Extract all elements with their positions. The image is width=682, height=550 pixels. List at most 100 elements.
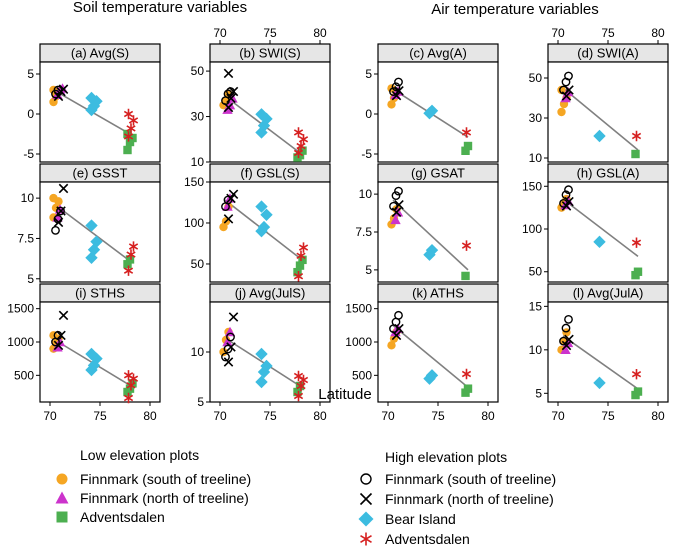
legend-high-marker-0 xyxy=(360,473,372,485)
point-high-adv xyxy=(631,130,642,142)
x-tick-label: 70 xyxy=(43,409,57,423)
point-high-south xyxy=(56,206,65,216)
y-tick-label: 30 xyxy=(191,110,205,124)
point-high-adv xyxy=(293,370,304,382)
point-high-north xyxy=(223,68,234,79)
panel-9: (i) STHS 500 1000 1500 70 75 80 xyxy=(7,283,161,423)
plot-area xyxy=(377,181,499,283)
y-tick-label: 1000 xyxy=(7,335,34,349)
point-high-north xyxy=(564,196,574,207)
y-tick-label: 10 xyxy=(529,343,543,357)
point-bear xyxy=(255,108,268,121)
point-high-south xyxy=(564,314,573,324)
legend-low-marker-1 xyxy=(55,491,69,504)
point-low-adv xyxy=(461,146,470,155)
x-tick-label-top: 70 xyxy=(213,26,227,40)
point-high-adv xyxy=(461,368,472,380)
legend-low-title: Low elevation plots xyxy=(80,447,199,463)
point-high-adv xyxy=(128,241,139,252)
point-bear xyxy=(255,347,268,361)
y-tick-label: 30 xyxy=(529,111,543,125)
legend-high-label-2: Bear Island xyxy=(385,511,456,527)
point-high-adv xyxy=(293,271,304,282)
point-low-north xyxy=(222,201,233,211)
y-tick-label: 7.5 xyxy=(17,231,34,245)
panel-6: (f) GSL(S) 50 100 150 xyxy=(184,163,331,283)
point-low-north xyxy=(560,344,571,355)
point-high-north xyxy=(56,330,66,341)
point-high-north xyxy=(58,183,69,194)
point-high-adv xyxy=(123,370,134,381)
point-high-adv xyxy=(123,131,134,142)
y-tick-label: 5 xyxy=(27,67,34,81)
x-axis-label: Latitude xyxy=(318,386,371,403)
point-bear xyxy=(257,220,271,234)
y-tick-label: 5 xyxy=(27,272,34,286)
panel-11: (k) ATHS 500 1000 1500 70 75 80 xyxy=(345,283,499,423)
panel-title: (a) Avg(S) xyxy=(71,46,129,61)
point-bear xyxy=(593,129,606,143)
point-high-north xyxy=(58,310,69,321)
legend-low-label-2: Adventsdalen xyxy=(80,509,165,525)
panel-title: (d) SWI(A) xyxy=(577,46,638,61)
point-high-north xyxy=(228,312,239,322)
panel-5: (e) GSST 5 7.5 10 xyxy=(17,163,161,286)
legend-low-marker-0 xyxy=(56,473,68,485)
x-tick-label: 75 xyxy=(431,409,445,423)
point-high-north xyxy=(56,206,66,216)
point-high-adv xyxy=(631,237,642,248)
legend-high-marker-3 xyxy=(360,532,372,546)
y-tick-label: 5 xyxy=(365,67,372,81)
point-high-south xyxy=(391,82,401,92)
point-low-north xyxy=(390,214,401,225)
y-tick-label: 0 xyxy=(27,107,34,121)
point-high-south xyxy=(564,71,573,81)
panel-8: (h) GSL(A) 50 100 150 xyxy=(522,163,669,283)
legend-high-marker-2 xyxy=(358,511,374,527)
point-high-north xyxy=(561,91,572,101)
point-low-adv xyxy=(123,260,132,269)
panel-7: (g) GSAT 5 7.5 10 xyxy=(355,163,499,283)
point-low-adv xyxy=(461,271,470,281)
panel-title: (c) Avg(A) xyxy=(409,46,467,61)
y-tick-label: 15 xyxy=(529,299,543,313)
point-high-adv xyxy=(293,127,304,138)
plot-area xyxy=(377,61,499,163)
point-low-north xyxy=(222,336,233,347)
point-low-adv xyxy=(123,145,132,155)
y-tick-label: 1500 xyxy=(7,302,34,316)
point-high-north xyxy=(394,199,404,210)
panel-title: (k) ATHS xyxy=(412,286,464,301)
heading-soil: Soil temperature variables xyxy=(73,0,247,16)
x-tick-label: 70 xyxy=(551,409,565,423)
point-high-north xyxy=(394,323,404,334)
point-high-south xyxy=(223,344,233,354)
point-low-adv xyxy=(463,384,473,393)
point-bear xyxy=(85,219,98,232)
point-low-adv xyxy=(463,141,473,151)
point-high-south xyxy=(226,332,235,342)
y-tick-label: 150 xyxy=(522,179,542,193)
x-tick-label: 75 xyxy=(93,409,107,423)
point-low-adv xyxy=(295,261,305,270)
point-high-south xyxy=(51,225,60,235)
y-tick-label: -5 xyxy=(361,147,372,161)
point-low-adv xyxy=(298,255,307,265)
x-tick-label: 75 xyxy=(601,409,615,423)
point-high-north xyxy=(564,85,574,95)
y-tick-label: 5 xyxy=(535,386,542,400)
point-high-adv xyxy=(298,242,309,253)
point-high-adv xyxy=(461,240,472,251)
x-tick-label: 75 xyxy=(263,409,277,423)
point-low-adv xyxy=(295,150,305,160)
panel-title: (g) GSAT xyxy=(411,166,465,181)
x-tick-label-top: 80 xyxy=(313,26,327,40)
x-tick-label: 80 xyxy=(651,409,665,423)
x-tick-label: 70 xyxy=(213,409,227,423)
trend-line xyxy=(392,324,469,388)
point-high-adv xyxy=(128,115,139,126)
point-low-south xyxy=(49,193,58,203)
panel-title: (j) Avg(JulS) xyxy=(235,286,306,301)
panel-2: (b) SWI(S) 10 30 50 70 75 80 xyxy=(191,26,331,169)
